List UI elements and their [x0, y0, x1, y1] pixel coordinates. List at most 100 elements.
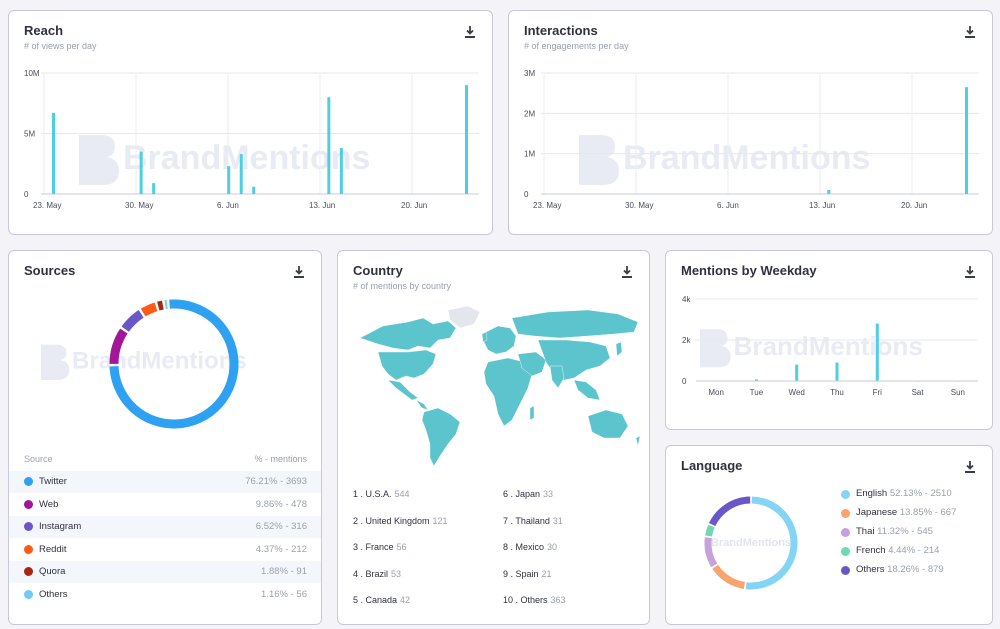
weekday-bar	[754, 379, 758, 381]
language-value: 18.26% - 879	[887, 564, 944, 575]
country-label: 8 . Mexico	[503, 542, 545, 552]
sources-title: Sources	[24, 263, 76, 278]
source-value: 1.16% - 56	[261, 588, 307, 600]
legend-dot	[24, 522, 33, 531]
country-count: 33	[543, 489, 554, 499]
reach-ytick-label: 5M	[24, 130, 35, 139]
country-card: Country # of mentions by country	[337, 250, 650, 625]
weekday-xtick-label: Mon	[708, 388, 724, 397]
language-slice-japanese	[712, 564, 746, 589]
country-count: 56	[396, 542, 407, 552]
country-label: 3 . France	[353, 542, 394, 552]
country-label: 7 . Thailand	[503, 515, 550, 526]
weekday-xtick-label: Sun	[951, 388, 965, 397]
legend-dot	[24, 544, 33, 554]
interactions-bar	[827, 189, 831, 194]
map-region-middle-east	[517, 351, 547, 377]
sources-slice-web	[109, 328, 128, 365]
download-icon[interactable]	[964, 460, 976, 474]
language-donut-chart: BrandMentions	[704, 496, 798, 590]
source-row: Twitter 76.21% - 3693	[9, 471, 321, 493]
source-row: Quora 1.88% - 91	[9, 561, 321, 583]
country-item: 5 . Canada 42	[353, 595, 410, 605]
download-icon[interactable]	[621, 265, 633, 279]
source-value: 4.37% - 212	[255, 543, 307, 555]
reach-xtick-label: 13. Jun	[309, 201, 335, 210]
map-region-greenland	[447, 305, 481, 329]
interactions-xtick-label: 23. May	[533, 201, 561, 210]
source-name: Others	[39, 588, 68, 600]
map-region-south-america	[421, 407, 461, 467]
brand-watermark: BrandMentions	[579, 135, 870, 185]
watermark-text: BrandMentions	[123, 139, 370, 177]
download-icon[interactable]	[464, 25, 476, 39]
download-icon[interactable]	[293, 265, 305, 279]
sources-slice-reddit	[140, 302, 158, 317]
interactions-title: Interactions	[524, 23, 598, 38]
interactions-ytick-label: 2M	[524, 109, 535, 118]
source-name: Quora	[39, 566, 66, 577]
map-region-uk	[481, 331, 488, 343]
language-slice-thai	[704, 537, 718, 568]
country-count: 363	[550, 595, 566, 605]
country-label: 5 . Canada	[353, 595, 398, 605]
source-value: 1.88% - 91	[261, 566, 307, 577]
watermark-text: BrandMentions	[623, 139, 870, 177]
country-count: 121	[432, 515, 448, 526]
download-icon[interactable]	[964, 25, 976, 39]
reach-title: Reach	[24, 23, 64, 38]
country-item: 9 . Spain 21	[503, 569, 552, 579]
sources-list: Twitter 76.21% - 3693 Web 9.86% - 478 Instag…	[9, 471, 321, 606]
world-map	[359, 305, 641, 467]
country-label: 10 . Others	[503, 595, 548, 605]
language-value: 11.32% - 545	[877, 526, 933, 537]
source-value: 9.86% - 478	[255, 498, 307, 510]
weekday-ytick-label: 0	[682, 377, 687, 386]
country-title: Country	[353, 263, 403, 278]
reach-bar	[239, 154, 243, 194]
map-region-mexico	[387, 379, 419, 401]
reach-bar	[227, 166, 231, 194]
watermark-text: BrandMentions	[72, 348, 247, 375]
weekday-xtick-label: Thu	[830, 388, 844, 397]
reach-xtick-label: 6. Jun	[217, 201, 239, 210]
sources-slice-twitter	[109, 299, 239, 429]
country-label: 2 . United Kingdom	[353, 515, 430, 526]
legend-dot	[841, 566, 850, 575]
language-name: Thai	[856, 526, 875, 537]
country-label: 4 . Brazil	[353, 568, 389, 579]
country-count: 53	[391, 568, 402, 579]
reach-xtick-label: 30. May	[125, 201, 153, 210]
source-value: 6.52% - 316	[255, 521, 307, 532]
interactions-chart: BrandMentions 3M 2M 1M 0 23. May 30. May 6. Jun…	[524, 69, 979, 210]
language-name: Others	[856, 564, 885, 575]
interactions-xtick-label: 6. Jun	[717, 201, 739, 210]
country-item: 8 . Mexico 30	[503, 542, 557, 552]
watermark-text: BrandMentions	[734, 331, 923, 361]
country-list: 1 . U.S.A. 544 2 . United Kingdom 121 3 . Fr…	[338, 489, 649, 609]
country-item: 6 . Japan 33	[503, 489, 553, 499]
brand-watermark: BrandMentions	[41, 344, 247, 380]
source-value: 76.21% - 3693	[245, 476, 307, 487]
weekday-ytick-label: 4k	[682, 295, 691, 304]
reach-bar	[339, 148, 343, 194]
country-label: 1 . U.S.A.	[353, 489, 392, 499]
source-name: Web	[39, 498, 59, 510]
map-region-europe	[483, 325, 517, 355]
legend-dot	[841, 547, 850, 556]
sources-slice-instagram	[121, 310, 144, 332]
sources-donut-chart: BrandMentions	[41, 299, 247, 429]
source-name: Twitter	[39, 476, 67, 487]
map-region-madagascar	[529, 405, 535, 421]
country-count: 31	[552, 515, 563, 526]
country-label: 9 . Spain	[503, 568, 539, 579]
reach-bar	[139, 151, 143, 194]
country-item: 10 . Others 363	[503, 595, 566, 605]
country-item: 3 . France 56	[353, 542, 407, 552]
source-row: Reddit 4.37% - 212	[9, 539, 321, 561]
language-name: English	[856, 488, 888, 499]
country-count: 30	[547, 542, 558, 552]
interactions-card: Interactions # of engagements per day Br…	[508, 10, 993, 235]
download-icon[interactable]	[964, 265, 976, 279]
language-slice-others	[708, 496, 751, 527]
